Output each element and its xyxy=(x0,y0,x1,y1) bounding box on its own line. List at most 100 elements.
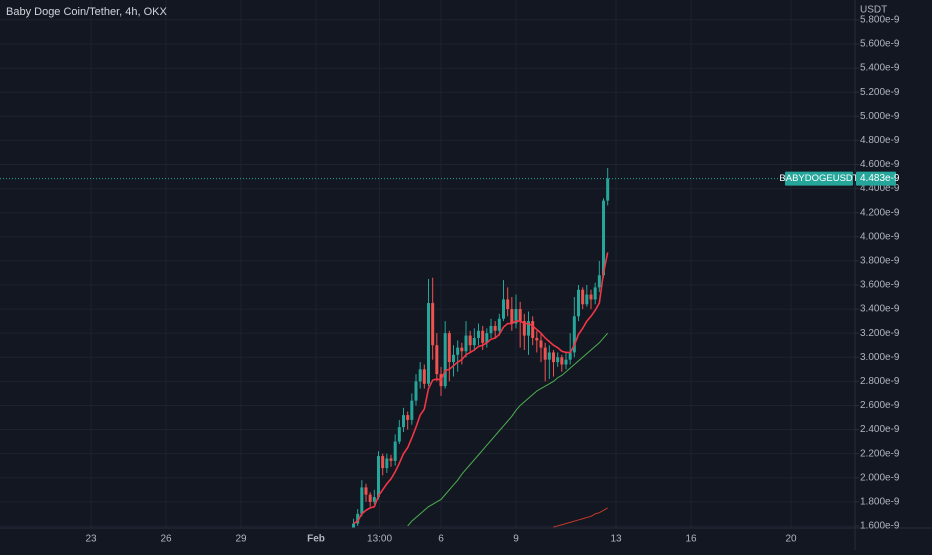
candle-body xyxy=(456,347,460,355)
y-tick-label: 2.200e-9 xyxy=(860,448,900,459)
candle-body xyxy=(402,415,405,428)
x-tick-label: 13:00 xyxy=(367,534,392,545)
candle-body xyxy=(493,325,497,331)
currency-label: USDT xyxy=(860,5,887,16)
x-tick-label: 6 xyxy=(438,534,444,545)
candle-body xyxy=(602,200,605,276)
x-tick-label: Feb xyxy=(307,534,325,545)
candle-body xyxy=(593,287,597,300)
candle-body xyxy=(422,369,426,384)
candle-body xyxy=(356,513,360,524)
y-tick-label: 1.600e-9 xyxy=(860,521,900,532)
symbol-label: BABYDOGEUSDT xyxy=(779,173,858,184)
candle-body xyxy=(360,487,364,514)
y-tick-label: 1.800e-9 xyxy=(860,496,900,507)
candle-body xyxy=(531,321,535,338)
axes: 1.600e-9 1.800e-9 2.000e-9 2.200e-9 2.400e-9… xyxy=(85,15,899,545)
x-tick-label: 29 xyxy=(235,534,247,545)
candle-body xyxy=(539,340,543,348)
candle-body xyxy=(535,337,539,341)
plot-area xyxy=(0,168,855,528)
y-tick-label: 2.600e-9 xyxy=(860,400,900,411)
candle-body xyxy=(460,347,464,352)
candle-body xyxy=(443,333,447,387)
candle-body xyxy=(543,347,547,360)
y-tick-label: 4.800e-9 xyxy=(860,135,900,146)
candle-body xyxy=(385,458,389,469)
candle-body xyxy=(381,456,385,469)
candle-body xyxy=(506,299,510,310)
y-tick-label: 5.600e-9 xyxy=(860,39,900,50)
symbol-label-box xyxy=(785,171,853,186)
y-tick-label: 3.400e-9 xyxy=(860,304,900,315)
y-tick-label: 4.600e-9 xyxy=(860,159,900,170)
x-tick-label: 26 xyxy=(160,534,172,545)
chart-title: Baby Doge Coin/Tether, 4h, OKX xyxy=(6,6,167,18)
candle-body xyxy=(377,456,380,498)
candle-body xyxy=(556,357,560,363)
candle-body xyxy=(552,352,555,363)
y-tick-label: 3.800e-9 xyxy=(860,256,900,267)
x-tick-label: 23 xyxy=(85,534,97,545)
y-tick-label: 3.600e-9 xyxy=(860,280,900,291)
x-tick-label: 20 xyxy=(785,534,797,545)
y-tick-label: 5.800e-9 xyxy=(860,15,900,26)
candle-body xyxy=(577,289,580,317)
candle-body xyxy=(481,330,485,343)
candle-body xyxy=(389,458,393,461)
candle-body xyxy=(431,303,435,346)
candle-body xyxy=(414,381,418,401)
candle-body xyxy=(368,494,372,502)
moving-average-line xyxy=(407,332,609,527)
candle-body xyxy=(397,427,401,442)
candle-body xyxy=(568,352,572,360)
candle-body xyxy=(502,299,505,319)
candle-body xyxy=(522,321,526,336)
moving-average-line xyxy=(353,252,609,525)
grid xyxy=(0,0,855,528)
candle-body xyxy=(427,303,430,384)
candle-body xyxy=(527,321,530,336)
candle-body xyxy=(472,337,476,346)
candle-body xyxy=(364,487,368,495)
moving-average-line xyxy=(553,507,608,528)
candle-body xyxy=(510,309,514,324)
candle-body xyxy=(581,289,585,305)
candle-body xyxy=(597,275,601,288)
y-tick-label: 4.400e-9 xyxy=(860,183,900,194)
candle-body xyxy=(464,335,468,352)
y-tick-label: 3.000e-9 xyxy=(860,352,900,363)
candle-body xyxy=(589,294,593,300)
candle-body xyxy=(468,335,472,346)
candle-body xyxy=(410,400,414,420)
x-tick-label: 13 xyxy=(610,534,622,545)
y-tick-label: 5.200e-9 xyxy=(860,87,900,98)
y-tick-label: 4.000e-9 xyxy=(860,231,900,242)
candle-body xyxy=(477,330,480,338)
candle-body xyxy=(497,318,501,331)
candle-body xyxy=(560,357,564,365)
candle-body xyxy=(564,359,568,365)
candle-body xyxy=(547,352,551,360)
x-tick-label: 9 xyxy=(513,534,519,545)
candle-body xyxy=(452,354,455,363)
candle-body xyxy=(514,309,518,324)
candle-body xyxy=(485,333,489,343)
candle-body xyxy=(435,345,439,375)
y-tick-label: 2.400e-9 xyxy=(860,424,900,435)
candle-body xyxy=(518,309,522,322)
candle-body xyxy=(447,333,451,363)
candle-body xyxy=(606,178,610,201)
price-label-box xyxy=(856,171,896,186)
y-tick-label: 2.800e-9 xyxy=(860,376,900,387)
candle-body xyxy=(418,369,422,382)
y-tick-label: 5.000e-9 xyxy=(860,111,900,122)
candle-body xyxy=(393,441,397,461)
candle-body xyxy=(572,316,576,353)
price-label: 4.483e-9 xyxy=(860,173,900,184)
y-tick-label: 3.200e-9 xyxy=(860,328,900,339)
y-tick-label: 2.000e-9 xyxy=(860,472,900,483)
y-tick-label: 5.400e-9 xyxy=(860,63,900,74)
